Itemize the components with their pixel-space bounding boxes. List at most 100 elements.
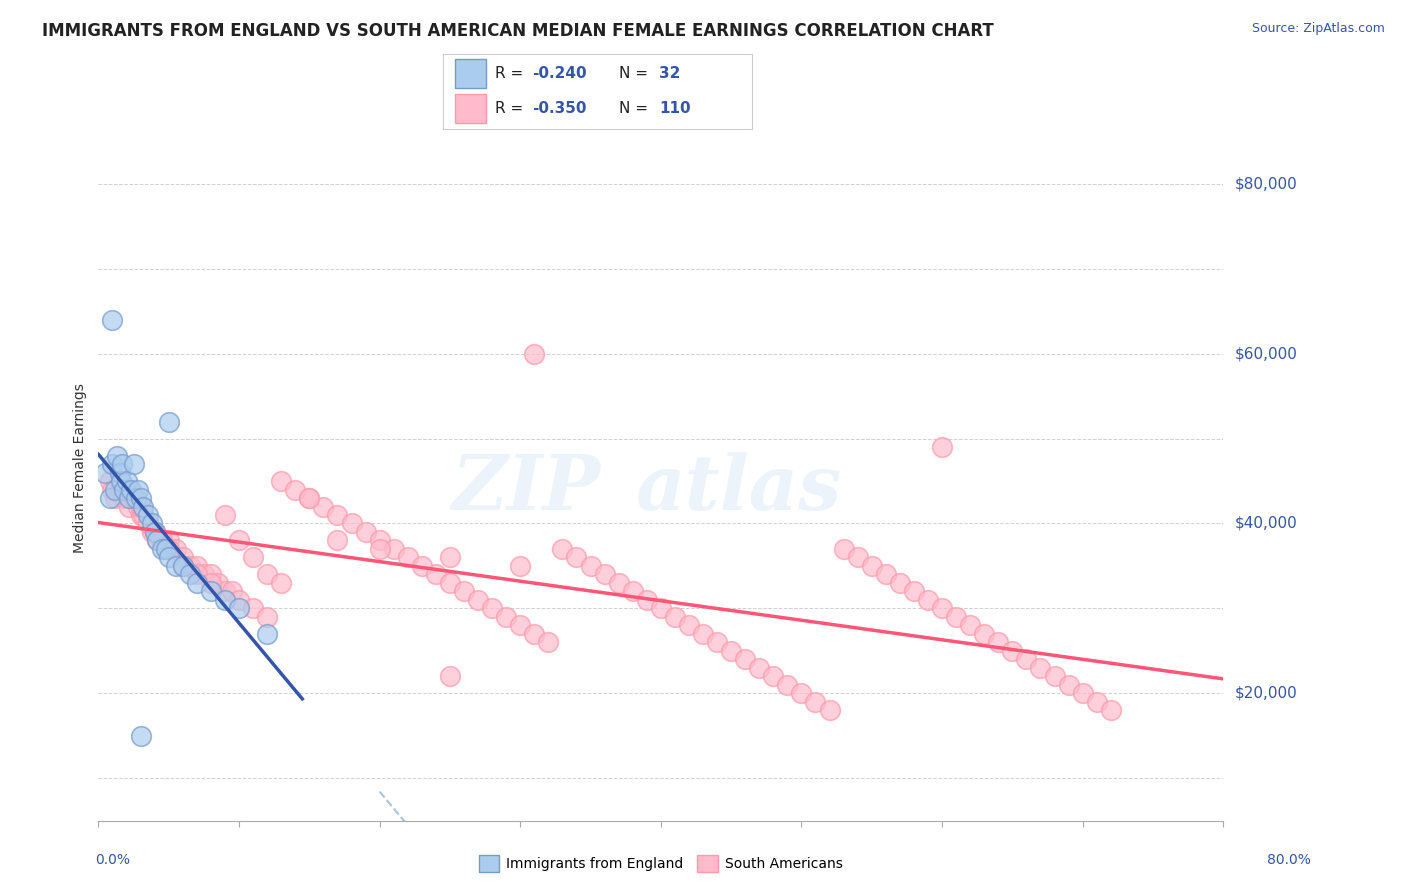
Point <box>122 457 145 471</box>
Point <box>143 524 166 539</box>
Point <box>200 584 222 599</box>
Point <box>537 635 560 649</box>
Point <box>762 669 785 683</box>
Point <box>875 567 897 582</box>
Point <box>607 575 630 590</box>
Point <box>129 491 152 505</box>
Point <box>221 584 243 599</box>
Point <box>136 516 159 531</box>
Point <box>326 508 349 522</box>
Point <box>396 550 419 565</box>
Text: R =: R = <box>495 66 529 81</box>
Point <box>846 550 869 565</box>
Text: IMMIGRANTS FROM ENGLAND VS SOUTH AMERICAN MEDIAN FEMALE EARNINGS CORRELATION CHA: IMMIGRANTS FROM ENGLAND VS SOUTH AMERICA… <box>42 22 994 40</box>
Point <box>165 558 187 573</box>
Point <box>481 601 503 615</box>
Point <box>368 533 391 548</box>
Point <box>467 593 489 607</box>
Point <box>112 491 135 505</box>
Text: 0.0%: 0.0% <box>96 853 131 867</box>
Point <box>1043 669 1066 683</box>
Point <box>860 558 883 573</box>
Point <box>186 558 208 573</box>
Point <box>157 550 180 565</box>
Point <box>98 474 121 488</box>
Point <box>172 550 194 565</box>
Point <box>214 508 236 522</box>
Point <box>636 593 658 607</box>
Point <box>146 533 169 548</box>
Point <box>122 491 145 505</box>
Point <box>818 703 841 717</box>
Point <box>889 575 911 590</box>
Point <box>157 533 180 548</box>
Point <box>141 524 163 539</box>
Point <box>129 508 152 522</box>
Point <box>284 483 307 497</box>
Point <box>832 541 855 556</box>
Point <box>495 610 517 624</box>
Legend: Immigrants from England, South Americans: Immigrants from England, South Americans <box>472 849 849 877</box>
Text: -0.350: -0.350 <box>533 102 588 116</box>
Point <box>509 558 531 573</box>
Point <box>101 483 124 497</box>
Point <box>165 541 187 556</box>
Point <box>115 483 138 497</box>
Point <box>228 593 250 607</box>
Point <box>790 686 813 700</box>
Point <box>509 618 531 632</box>
Point <box>242 601 264 615</box>
Point <box>118 483 141 497</box>
Point <box>1029 661 1052 675</box>
Point <box>382 541 405 556</box>
Point <box>111 457 134 471</box>
Point <box>678 618 700 632</box>
Text: -0.240: -0.240 <box>533 66 588 81</box>
Y-axis label: Median Female Earnings: Median Female Earnings <box>73 384 87 553</box>
Point <box>692 627 714 641</box>
Point <box>368 541 391 556</box>
Point <box>256 610 278 624</box>
Point <box>354 524 377 539</box>
Point <box>256 627 278 641</box>
Point <box>734 652 756 666</box>
Point <box>150 541 173 556</box>
Point <box>340 516 363 531</box>
Point <box>200 567 222 582</box>
Point <box>411 558 433 573</box>
Point <box>706 635 728 649</box>
Point <box>1099 703 1122 717</box>
Point <box>186 567 208 582</box>
Point <box>155 541 177 556</box>
Point <box>146 533 169 548</box>
Text: $80,000: $80,000 <box>1234 177 1298 192</box>
Point <box>101 312 124 326</box>
Point <box>157 541 180 556</box>
Point <box>298 491 321 505</box>
Point <box>200 575 222 590</box>
Text: N =: N = <box>619 102 652 116</box>
Text: $20,000: $20,000 <box>1234 686 1298 701</box>
Text: R =: R = <box>495 102 529 116</box>
Point <box>118 491 141 505</box>
Point <box>129 500 152 514</box>
Point <box>172 558 194 573</box>
Point <box>179 567 201 582</box>
Point <box>179 558 201 573</box>
Point <box>157 415 180 429</box>
Point <box>551 541 574 556</box>
Point <box>312 500 335 514</box>
Point <box>207 575 229 590</box>
Point <box>141 516 163 531</box>
Point <box>108 483 131 497</box>
Text: $60,000: $60,000 <box>1234 346 1298 361</box>
Point <box>256 567 278 582</box>
Point <box>143 524 166 539</box>
Text: Source: ZipAtlas.com: Source: ZipAtlas.com <box>1251 22 1385 36</box>
Point <box>453 584 475 599</box>
Point <box>108 466 131 480</box>
Point <box>104 483 127 497</box>
Point <box>1085 695 1108 709</box>
Point <box>579 558 602 573</box>
Point <box>118 500 141 514</box>
